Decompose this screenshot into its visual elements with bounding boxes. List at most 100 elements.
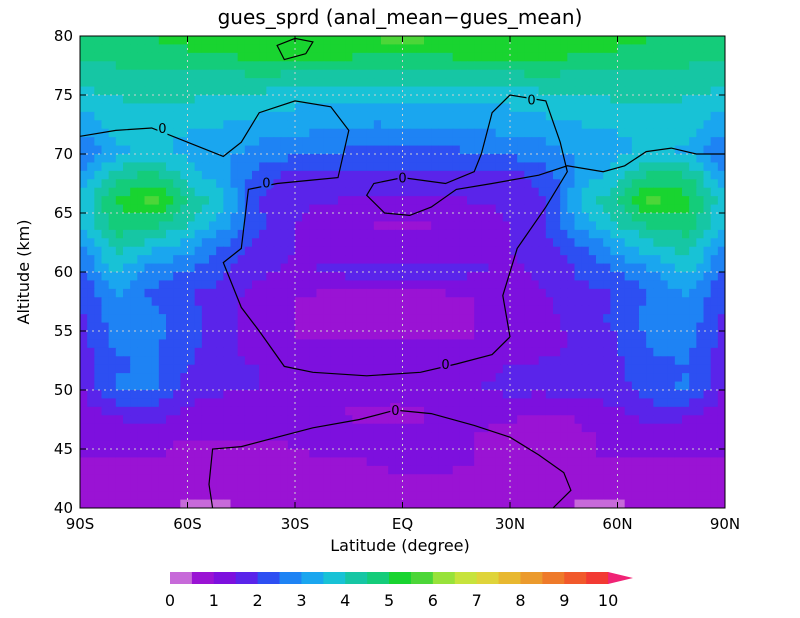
field-cell <box>316 280 325 290</box>
field-cell <box>703 162 712 172</box>
field-cell <box>87 347 95 357</box>
field-cell <box>610 162 619 172</box>
field-cell <box>402 145 411 155</box>
field-cell <box>660 69 669 79</box>
field-cell <box>80 491 88 501</box>
field-cell <box>173 432 181 442</box>
field-cell <box>166 187 174 197</box>
field-cell <box>510 288 518 298</box>
field-cell <box>381 339 389 349</box>
field-cell <box>631 280 640 290</box>
field-cell <box>280 162 289 172</box>
field-cell <box>266 423 275 433</box>
field-cell <box>287 373 296 383</box>
field-cell <box>273 145 282 155</box>
field-cell <box>467 398 475 408</box>
field-cell <box>488 263 497 273</box>
field-cell <box>502 263 511 273</box>
field-cell <box>287 491 296 501</box>
field-cell <box>173 128 181 138</box>
field-cell <box>130 482 138 492</box>
field-cell <box>560 86 568 96</box>
field-cell <box>395 297 404 307</box>
field-cell <box>531 61 540 71</box>
field-cell <box>230 474 239 484</box>
field-cell <box>87 162 95 172</box>
field-cell <box>173 69 181 79</box>
field-cell <box>603 305 611 315</box>
field-cell <box>510 52 518 62</box>
field-cell <box>646 432 654 442</box>
field-cell <box>431 272 439 282</box>
field-cell <box>481 170 490 180</box>
field-cell <box>244 95 253 105</box>
field-cell <box>237 44 246 54</box>
field-cell <box>187 339 196 349</box>
field-cell <box>588 196 597 206</box>
field-cell <box>617 238 626 248</box>
field-cell <box>424 36 432 46</box>
field-cell <box>581 36 590 46</box>
field-cell <box>295 423 303 433</box>
field-cell <box>87 440 95 450</box>
field-cell <box>388 246 396 256</box>
field-cell <box>201 339 210 349</box>
field-cell <box>660 280 669 290</box>
field-cell <box>416 272 425 282</box>
field-cell <box>338 364 346 374</box>
field-cell <box>445 44 454 54</box>
field-cell <box>495 86 504 96</box>
field-cell <box>674 137 683 147</box>
field-cell <box>151 221 160 231</box>
field-cell <box>87 204 95 214</box>
field-cell <box>273 398 282 408</box>
field-cell <box>87 255 95 265</box>
field-cell <box>187 364 196 374</box>
field-cell <box>345 36 353 46</box>
field-cell <box>266 52 275 62</box>
field-cell <box>345 482 353 492</box>
field-cell <box>502 145 511 155</box>
field-cell <box>80 154 88 164</box>
field-cell <box>517 373 525 383</box>
field-cell <box>624 305 633 315</box>
field-cell <box>431 78 439 88</box>
field-cell <box>388 465 396 475</box>
field-cell <box>495 255 504 265</box>
field-cell <box>94 347 103 357</box>
field-cell <box>538 69 547 79</box>
field-cell <box>338 432 346 442</box>
field-cell <box>209 255 217 265</box>
field-cell <box>194 347 203 357</box>
field-cell <box>502 246 511 256</box>
field-cell <box>201 137 210 147</box>
field-cell <box>345 423 353 433</box>
field-cell <box>252 213 260 223</box>
field-cell <box>467 78 475 88</box>
field-cell <box>596 415 604 425</box>
field-cell <box>553 491 561 501</box>
field-cell <box>194 423 203 433</box>
field-cell <box>538 238 547 248</box>
field-cell <box>187 373 196 383</box>
field-cell <box>366 339 375 349</box>
field-cell <box>438 145 447 155</box>
field-cell <box>266 213 275 223</box>
field-cell <box>252 406 260 416</box>
field-cell <box>223 364 232 374</box>
field-cell <box>180 162 189 172</box>
field-cell <box>137 449 146 459</box>
field-cell <box>567 179 576 189</box>
field-cell <box>108 390 117 400</box>
field-cell <box>717 229 725 239</box>
field-cell <box>502 457 511 467</box>
field-cell <box>653 314 662 324</box>
field-cell <box>610 52 619 62</box>
field-cell <box>273 390 282 400</box>
field-cell <box>495 465 504 475</box>
field-cell <box>359 499 368 508</box>
field-cell <box>517 440 525 450</box>
field-cell <box>244 288 253 298</box>
field-cell <box>323 162 332 172</box>
field-cell <box>639 322 647 332</box>
